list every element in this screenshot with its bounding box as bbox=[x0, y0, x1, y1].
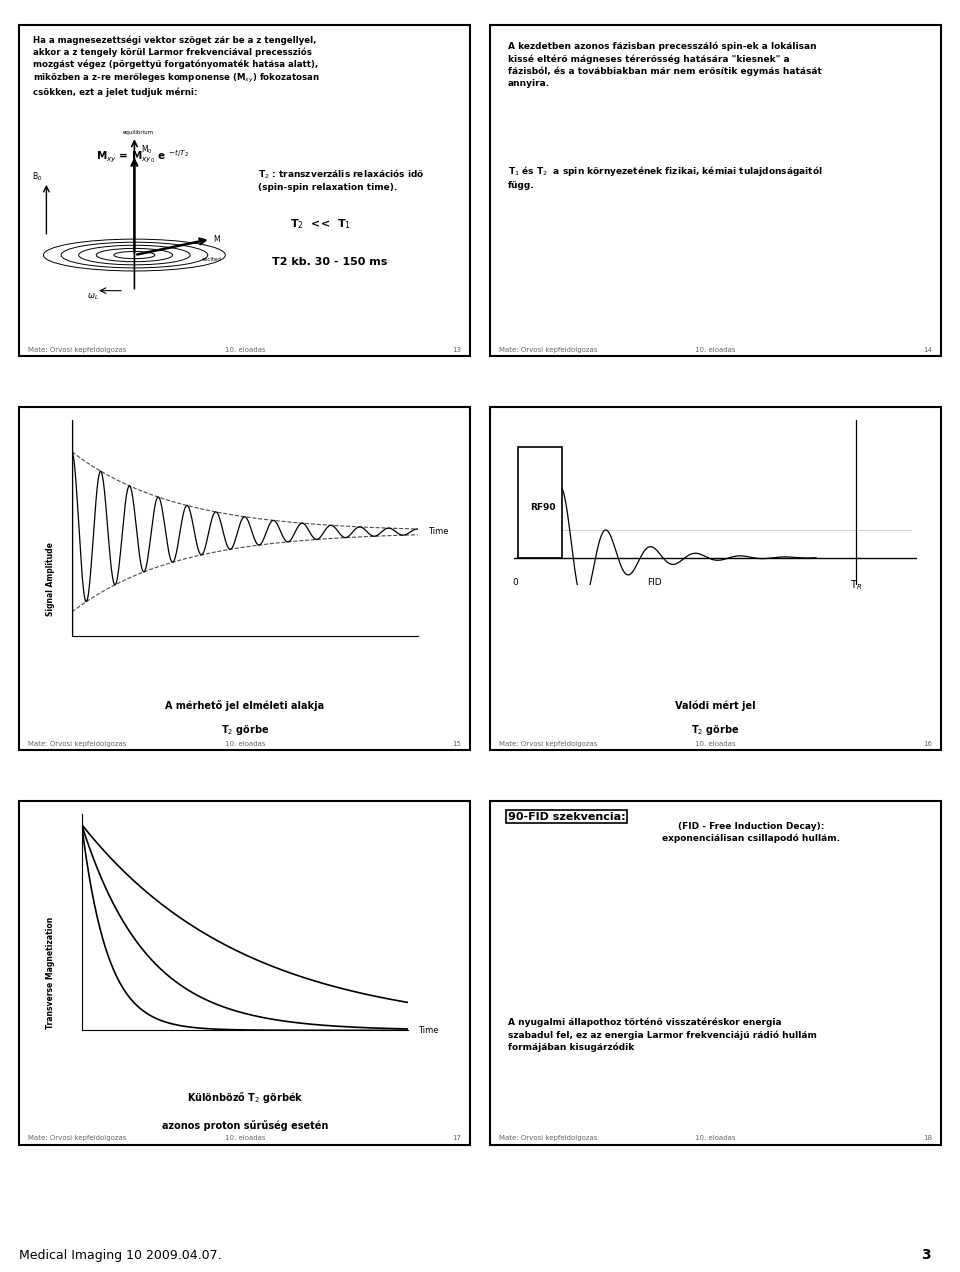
Text: 3: 3 bbox=[922, 1248, 931, 1262]
Text: Mate: Orvosi kepfeldolgozas: Mate: Orvosi kepfeldolgozas bbox=[28, 742, 127, 747]
Text: Medical Imaging 10 2009.04.07.: Medical Imaging 10 2009.04.07. bbox=[19, 1249, 222, 1262]
Text: Mate: Orvosi kepfeldolgozas: Mate: Orvosi kepfeldolgozas bbox=[498, 347, 597, 352]
Text: M: M bbox=[213, 235, 220, 244]
Text: 15: 15 bbox=[452, 742, 462, 747]
Text: azonos proton sűrűség esetén: azonos proton sűrűség esetén bbox=[161, 1121, 328, 1131]
Text: 90-FID szekvencia:: 90-FID szekvencia: bbox=[508, 812, 625, 822]
FancyBboxPatch shape bbox=[19, 25, 470, 356]
Text: 0: 0 bbox=[513, 577, 518, 586]
Text: Time: Time bbox=[418, 1025, 439, 1035]
Text: 17: 17 bbox=[452, 1136, 462, 1141]
Text: T2 kb. 30 - 150 ms: T2 kb. 30 - 150 ms bbox=[272, 257, 387, 267]
FancyBboxPatch shape bbox=[490, 25, 941, 356]
Text: Signal Amplitude: Signal Amplitude bbox=[46, 542, 56, 616]
Text: T$_2$ : transzverzális relaxációs idő
(spin-spin relaxation time).: T$_2$ : transzverzális relaxációs idő (s… bbox=[258, 168, 425, 192]
Text: FID: FID bbox=[647, 577, 662, 586]
Text: 13: 13 bbox=[452, 347, 462, 352]
FancyBboxPatch shape bbox=[19, 801, 470, 1145]
Text: Mate: Orvosi kepfeldolgozas: Mate: Orvosi kepfeldolgozas bbox=[28, 347, 127, 352]
Text: 16: 16 bbox=[923, 742, 932, 747]
Text: Transverse Magnetization: Transverse Magnetization bbox=[46, 917, 56, 1029]
Text: (FID - Free Induction Decay):
exponenciálisan csillapodó hullám.: (FID - Free Induction Decay): exponenciá… bbox=[662, 822, 840, 843]
Text: T$_R$: T$_R$ bbox=[851, 577, 862, 591]
Text: 18: 18 bbox=[923, 1136, 932, 1141]
Text: Mate: Orvosi kepfeldolgozas: Mate: Orvosi kepfeldolgozas bbox=[498, 1136, 597, 1141]
Text: A nyugalmi állapothoz történő visszatéréskor energia
szabadul fel, ez az energia: A nyugalmi állapothoz történő visszatéré… bbox=[508, 1018, 817, 1052]
Text: AMPL  9984.5    255: AMPL 9984.5 255 bbox=[617, 416, 688, 421]
Text: A kezdetben azonos fázisban precesszáló spin-ek a lokálisan
kissé eltérő mágnese: A kezdetben azonos fázisban precesszáló … bbox=[508, 42, 822, 88]
Text: T$_1$ és T$_2$  a spin környezetének fizikai, kémiai tulajdonságaitól
függ.: T$_1$ és T$_2$ a spin környezetének fizi… bbox=[508, 164, 823, 190]
Text: Valódi mért jel: Valódi mért jel bbox=[675, 701, 756, 711]
Text: $\omega_L$: $\omega_L$ bbox=[87, 291, 100, 301]
Text: T$_2$ görbe: T$_2$ görbe bbox=[221, 722, 269, 736]
Text: excited: excited bbox=[202, 257, 222, 262]
Text: 10. eloadas: 10. eloadas bbox=[225, 742, 265, 747]
FancyBboxPatch shape bbox=[490, 407, 941, 750]
FancyBboxPatch shape bbox=[19, 407, 470, 750]
Text: 14: 14 bbox=[923, 347, 932, 352]
Bar bbox=[517, 448, 562, 557]
Text: Különböző T$_2$ görbék: Különböző T$_2$ görbék bbox=[186, 1090, 303, 1105]
Text: B$_0$: B$_0$ bbox=[32, 170, 42, 183]
Text: T$_2$  <<  T$_1$: T$_2$ << T$_1$ bbox=[290, 218, 351, 232]
Text: Mate: Orvosi kepfeldolgozas: Mate: Orvosi kepfeldolgozas bbox=[28, 1136, 127, 1141]
Text: M$_{xy}$ = M$_{xy_0}$ e $^{-t / T_2}$: M$_{xy}$ = M$_{xy_0}$ e $^{-t / T_2}$ bbox=[96, 148, 189, 164]
Text: Ha a magnesezettségi vektor szöget zár be a z tengellyel,
akkor a z tengely körü: Ha a magnesezettségi vektor szöget zár b… bbox=[33, 36, 320, 98]
Text: 10. eloadas: 10. eloadas bbox=[225, 1136, 265, 1141]
Text: Mate: Orvosi kepfeldolgozas: Mate: Orvosi kepfeldolgozas bbox=[498, 742, 597, 747]
Text: equilibrium: equilibrium bbox=[123, 130, 154, 135]
Text: M$_0$: M$_0$ bbox=[141, 144, 154, 155]
Text: RF90: RF90 bbox=[531, 502, 556, 511]
Text: 10. eloadas: 10. eloadas bbox=[695, 347, 735, 352]
Text: 10. eloadas: 10. eloadas bbox=[695, 742, 735, 747]
FancyBboxPatch shape bbox=[490, 801, 941, 1145]
Text: Time: Time bbox=[428, 528, 448, 537]
Text: 10. eloadas: 10. eloadas bbox=[695, 1136, 735, 1141]
Text: T$_2$ görbe: T$_2$ görbe bbox=[691, 722, 739, 736]
Text: 10. eloadas: 10. eloadas bbox=[225, 347, 265, 352]
Text: A mérhető jel elméleti alakja: A mérhető jel elméleti alakja bbox=[165, 700, 324, 711]
